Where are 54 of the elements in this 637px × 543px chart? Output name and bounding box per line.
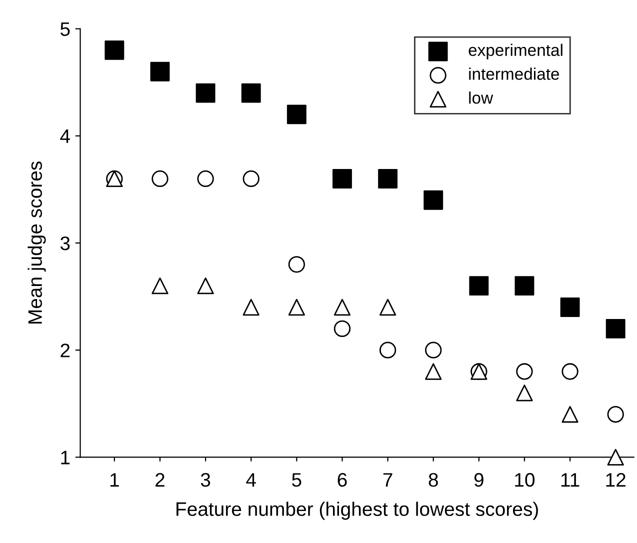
- y-tick-label: 4: [60, 130, 70, 143]
- point: [286, 104, 306, 124]
- point: [241, 83, 261, 103]
- x-tick-label: 4: [246, 473, 256, 487]
- point: [560, 298, 580, 317]
- x-tick-label: 10: [515, 472, 535, 487]
- legend-label: low: [469, 92, 494, 104]
- point: [469, 276, 489, 296]
- point: [516, 384, 533, 402]
- point: [288, 298, 306, 316]
- x-tick-label: 3: [200, 472, 210, 487]
- point: [607, 448, 624, 466]
- x-tick-label: 2: [156, 472, 164, 487]
- x-tick-label: 5: [292, 473, 302, 487]
- point: [242, 170, 260, 188]
- point: [606, 318, 626, 338]
- point: [150, 62, 170, 82]
- point: [152, 278, 168, 294]
- point: [197, 170, 214, 188]
- point: [334, 320, 351, 338]
- y-axis-title: Mean judge scores: [28, 162, 46, 324]
- x-axis-title: Feature number (highest to lowest scores): [176, 502, 538, 520]
- x-tick-label: 1: [110, 473, 119, 487]
- point: [562, 363, 578, 380]
- point: [425, 342, 442, 358]
- point: [332, 169, 352, 188]
- point: [378, 169, 398, 188]
- x-tick-label: 7: [383, 473, 392, 487]
- x-tick-label: 6: [338, 472, 347, 487]
- x-tick-label: 8: [428, 472, 438, 487]
- point: [197, 278, 214, 294]
- point: [104, 40, 124, 60]
- x-tick-label: 11: [561, 473, 580, 487]
- y-tick-label: 3: [60, 236, 70, 250]
- y-tick-label: 5: [60, 22, 70, 36]
- point: [514, 276, 534, 296]
- point: [379, 342, 396, 358]
- point: [379, 298, 396, 316]
- point: [242, 298, 260, 316]
- legend-label: experimental: [468, 44, 562, 60]
- point: [424, 190, 444, 210]
- x-tick-label: 12: [606, 472, 626, 487]
- point: [288, 256, 306, 273]
- x-tick-label: 9: [474, 472, 484, 487]
- point: [425, 363, 442, 380]
- point: [196, 83, 216, 103]
- y-tick-label: 2: [60, 344, 70, 358]
- legend-label: intermediate: [469, 68, 560, 80]
- y-tick-label: 1: [61, 450, 70, 464]
- point: [562, 406, 578, 423]
- point: [334, 298, 351, 316]
- point: [516, 363, 533, 380]
- point: [607, 406, 624, 423]
- point: [152, 170, 168, 188]
